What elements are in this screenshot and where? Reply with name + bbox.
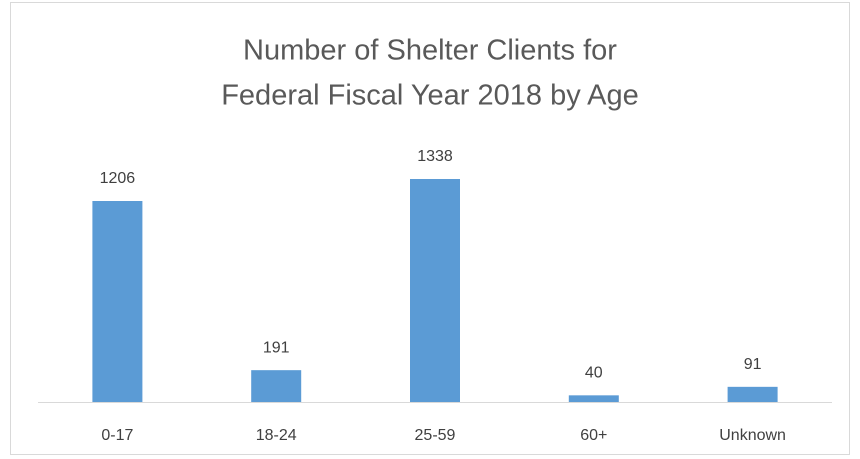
x-tick-label: 60+ (580, 427, 607, 444)
data-label: 1206 (100, 170, 136, 187)
bar (92, 201, 143, 402)
x-tick-label: 18-24 (256, 427, 297, 444)
data-label: 1338 (417, 148, 453, 165)
bar (727, 386, 778, 402)
data-label: 40 (585, 365, 603, 382)
bar (251, 370, 302, 402)
data-label: 91 (744, 356, 762, 373)
x-tick-label: 0-17 (101, 427, 133, 444)
data-label: 191 (263, 339, 290, 356)
bar (568, 395, 619, 402)
chart-title: Number of Shelter Clients for (243, 35, 617, 67)
bar (410, 179, 460, 402)
chart-title: Federal Fiscal Year 2018 by Age (221, 80, 639, 112)
x-tick-label: 25-59 (415, 427, 456, 444)
x-tick-label: Unknown (719, 427, 786, 444)
